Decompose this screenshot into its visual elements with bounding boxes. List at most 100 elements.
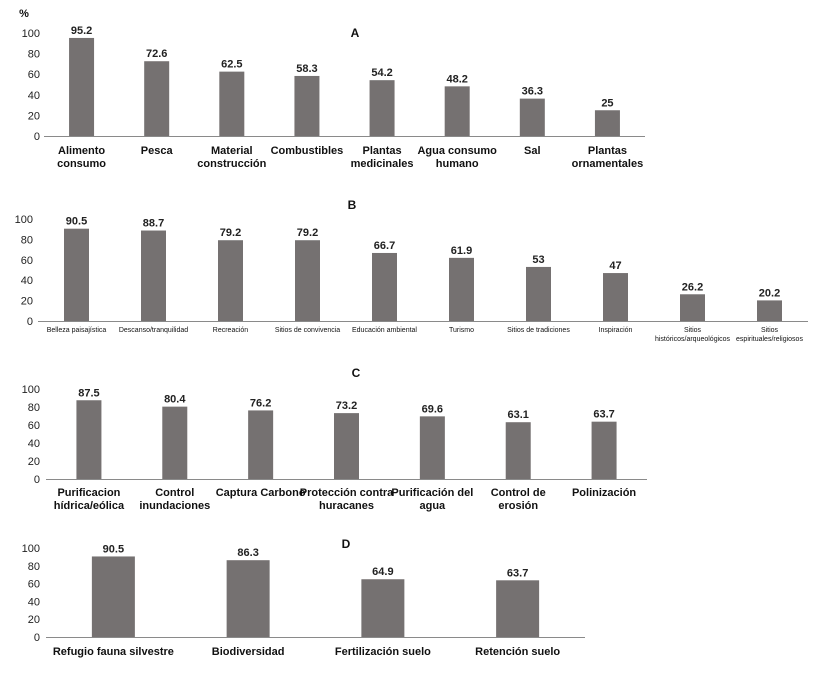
data-label: 20.2 xyxy=(759,287,780,299)
chart-panel-b: B 0 20 40 60 80 100 90.5 Belleza paisajística 88.… xyxy=(15,198,808,343)
x-tick-label: Educación ambiental xyxy=(352,327,417,334)
data-label: 90.5 xyxy=(66,216,87,228)
x-tick-label: Captura Carbono xyxy=(216,487,306,499)
x-tick-label: Sitios espirituales/religiosos xyxy=(736,327,803,343)
x-tick-label: Control de erosión xyxy=(491,487,546,512)
data-label: 80.4 xyxy=(164,394,186,406)
x-tick-label: Plantas ornamentales xyxy=(572,145,644,170)
data-label: 47 xyxy=(609,260,621,272)
bar xyxy=(219,71,245,136)
bar xyxy=(295,240,320,321)
y-tick-label: 0 xyxy=(34,632,40,644)
y-tick-label: 0 xyxy=(34,474,40,486)
x-tick-label: Descanso/tranquilidad xyxy=(119,327,188,334)
x-tick-label: Purificacion hídrica/eólica xyxy=(54,487,125,512)
data-label: 63.1 xyxy=(508,409,529,421)
bar xyxy=(419,416,445,479)
data-label: 63.7 xyxy=(507,567,528,579)
data-label: 61.9 xyxy=(451,245,472,257)
data-label: 73.2 xyxy=(336,400,357,412)
bar xyxy=(226,560,270,637)
chart-panel-a: A 0 20 40 60 80 100 95.2 Alimento consumo 72.6 Pesc… xyxy=(22,25,645,170)
bar xyxy=(594,110,620,136)
bar xyxy=(526,266,551,321)
x-tick-label: Biodiversidad xyxy=(212,646,285,658)
y-tick-label: 0 xyxy=(34,131,40,143)
data-label: 79.2 xyxy=(220,227,241,239)
x-tick-label: Recreación xyxy=(213,327,249,334)
bar xyxy=(218,240,243,321)
bar xyxy=(449,257,474,321)
chart-panel-c: C 0 20 40 60 80 100 87.5 Purificacion hídrica/eól… xyxy=(22,366,647,512)
panel-label: B xyxy=(348,198,357,212)
x-tick-label: Sitios de tradiciones xyxy=(507,327,570,334)
x-tick-label: Control inundaciones xyxy=(139,487,210,512)
bar xyxy=(294,75,320,136)
bar xyxy=(496,580,540,637)
x-tick-label: Alimento consumo xyxy=(57,145,106,170)
x-tick-label: Sal xyxy=(524,145,541,157)
data-label: 58.3 xyxy=(296,63,317,75)
data-label: 25 xyxy=(601,97,613,109)
y-tick-label: 100 xyxy=(15,214,33,226)
data-label: 87.5 xyxy=(78,387,99,399)
data-label: 26.2 xyxy=(682,281,703,293)
y-tick-label: 20 xyxy=(28,110,40,122)
y-tick-label: 80 xyxy=(21,234,33,246)
x-tick-label: Fertilización suelo xyxy=(335,646,431,658)
y-tick-label: 80 xyxy=(28,49,40,61)
panel-label: A xyxy=(351,26,360,40)
chart-panel-d: D 0 20 40 60 80 100 90.5 Refugio fauna silvestre… xyxy=(22,537,585,658)
y-tick-label: 40 xyxy=(21,275,33,287)
data-label: 62.5 xyxy=(221,59,242,71)
x-tick-label: Retención suelo xyxy=(475,646,560,658)
y-tick-label: 60 xyxy=(28,69,40,81)
y-tick-label: 100 xyxy=(22,28,40,40)
y-tick-label: 40 xyxy=(28,438,40,450)
bar xyxy=(64,228,89,321)
x-tick-label: Purificación del agua xyxy=(391,487,473,512)
y-unit-label: % xyxy=(19,8,29,20)
bar xyxy=(76,400,102,479)
y-tick-label: 20 xyxy=(28,456,40,468)
data-label: 95.2 xyxy=(71,25,92,37)
y-tick-label: 100 xyxy=(22,384,40,396)
data-label: 72.6 xyxy=(146,48,167,60)
bar xyxy=(69,37,95,136)
bar xyxy=(91,556,135,637)
data-label: 54.2 xyxy=(371,67,392,79)
y-tick-label: 80 xyxy=(28,561,40,573)
bar xyxy=(603,273,628,321)
panel-label: D xyxy=(342,537,351,551)
x-tick-label: Belleza paisajística xyxy=(47,327,107,334)
data-label: 64.9 xyxy=(372,566,393,578)
y-tick-label: 100 xyxy=(22,543,40,555)
bar xyxy=(248,410,274,479)
bar xyxy=(444,86,470,136)
data-label: 36.3 xyxy=(522,86,543,98)
data-label: 90.5 xyxy=(103,543,124,555)
y-tick-label: 80 xyxy=(28,402,40,414)
y-tick-label: 40 xyxy=(28,90,40,102)
data-label: 88.7 xyxy=(143,218,164,230)
data-label: 53 xyxy=(532,254,544,266)
data-label: 48.2 xyxy=(446,73,467,85)
x-tick-label: Agua consumo humano xyxy=(417,145,497,170)
y-tick-label: 60 xyxy=(28,420,40,432)
bar xyxy=(141,230,166,321)
bar xyxy=(361,579,405,637)
bar xyxy=(591,421,617,479)
bar xyxy=(519,98,545,136)
x-tick-label: Pesca xyxy=(141,145,174,157)
x-tick-label: Refugio fauna silvestre xyxy=(53,646,174,658)
x-tick-label: Plantas medicinales xyxy=(351,145,414,170)
bar xyxy=(369,80,395,136)
x-tick-label: Inspiración xyxy=(599,327,633,334)
y-tick-label: 20 xyxy=(21,296,33,308)
data-label: 66.7 xyxy=(374,240,395,252)
y-tick-label: 20 xyxy=(28,614,40,626)
bar xyxy=(505,422,531,479)
bar xyxy=(372,252,397,321)
y-tick-label: 40 xyxy=(28,596,40,608)
